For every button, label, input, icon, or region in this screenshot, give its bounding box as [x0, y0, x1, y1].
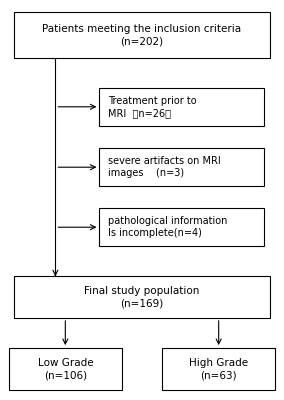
Text: (n=169): (n=169)	[120, 298, 164, 308]
Text: High Grade: High Grade	[189, 358, 248, 368]
Text: severe artifacts on MRI: severe artifacts on MRI	[108, 156, 221, 166]
Text: pathological information: pathological information	[108, 216, 227, 226]
FancyBboxPatch shape	[162, 348, 275, 390]
Text: (n=63): (n=63)	[201, 370, 237, 380]
Text: (n=202): (n=202)	[120, 36, 164, 46]
Text: images    (n=3): images (n=3)	[108, 168, 184, 178]
Text: Final study population: Final study population	[84, 286, 200, 296]
Text: Treatment prior to: Treatment prior to	[108, 96, 197, 106]
Text: Low Grade: Low Grade	[37, 358, 93, 368]
FancyBboxPatch shape	[99, 88, 264, 126]
FancyBboxPatch shape	[14, 276, 270, 318]
Text: Is incomplete(n=4): Is incomplete(n=4)	[108, 228, 202, 238]
Text: (n=106): (n=106)	[44, 370, 87, 380]
FancyBboxPatch shape	[99, 148, 264, 186]
FancyBboxPatch shape	[99, 208, 264, 246]
FancyBboxPatch shape	[9, 348, 122, 390]
Text: MRI  （n=26）: MRI （n=26）	[108, 108, 171, 118]
Text: Patients meeting the inclusion criteria: Patients meeting the inclusion criteria	[42, 24, 242, 34]
FancyBboxPatch shape	[14, 12, 270, 58]
